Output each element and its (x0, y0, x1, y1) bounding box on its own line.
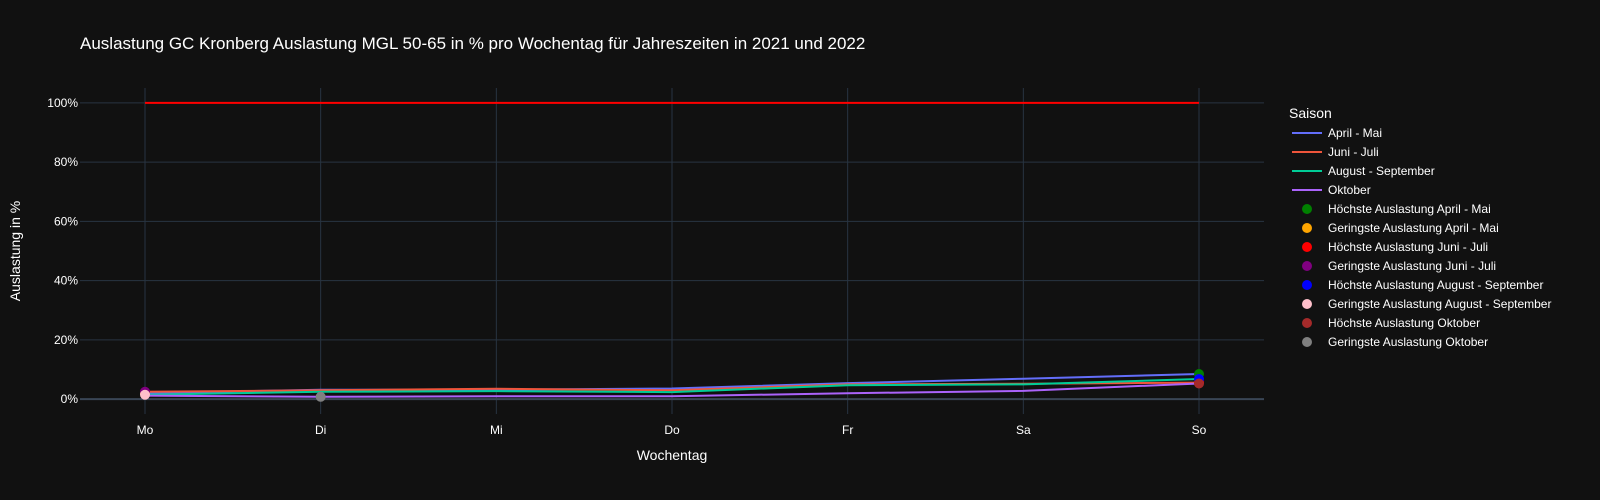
y-tick-label: 60% (54, 214, 78, 228)
legend-item[interactable]: Höchste Auslastung August - September (1302, 278, 1543, 292)
legend-label: Juni - Juli (1328, 145, 1379, 159)
legend-item[interactable]: Juni - Juli (1292, 145, 1379, 159)
legend-item[interactable]: Geringste Auslastung Oktober (1302, 335, 1488, 349)
legend-item[interactable]: Geringste Auslastung Juni - Juli (1302, 259, 1496, 273)
x-tick-label: Mi (490, 423, 503, 437)
x-tick-label: Sa (1016, 423, 1031, 437)
legend-swatch-dot (1302, 318, 1312, 328)
series-line (144, 378, 1200, 396)
y-axis-title: Auslastung in % (7, 201, 23, 301)
legend-label: Geringste Auslastung August - September (1328, 297, 1551, 311)
y-tick-label: 0% (61, 392, 79, 406)
legend-swatch-dot (1302, 223, 1312, 233)
x-tick-label: So (1192, 423, 1207, 437)
legend-label: Geringste Auslastung Juni - Juli (1328, 259, 1496, 273)
legend-item[interactable]: August - September (1292, 164, 1435, 178)
legend-item[interactable]: Geringste Auslastung August - September (1302, 297, 1551, 311)
legend-swatch-dot (1302, 337, 1312, 347)
legend-swatch-dot (1302, 242, 1312, 252)
marker-point (315, 391, 326, 402)
legend-label: April - Mai (1328, 126, 1382, 140)
legend-label: Höchste Auslastung August - September (1328, 278, 1543, 292)
legend-label: Höchste Auslastung Oktober (1328, 316, 1480, 330)
x-tick-label: Do (664, 423, 680, 437)
tick-labels: Mo Di Mi Do Fr Sa So 0% 20% 40% 60% 80% 100% (47, 96, 1206, 437)
legend-label: Geringste Auslastung Oktober (1328, 335, 1488, 349)
legend-swatch-dot (1302, 204, 1312, 214)
x-tick-label: Fr (842, 423, 853, 437)
y-tick-label: 100% (47, 96, 78, 110)
y-tick-label: 80% (54, 155, 78, 169)
legend-label: Oktober (1328, 183, 1371, 197)
legend-label: August - September (1328, 164, 1435, 178)
marker-layer (140, 368, 1204, 402)
y-tick-label: 40% (54, 274, 78, 288)
legend-swatch-dot (1302, 280, 1312, 290)
legend-item[interactable]: Höchste Auslastung Oktober (1302, 316, 1480, 330)
chart-title: Auslastung GC Kronberg Auslastung MGL 50… (80, 34, 865, 53)
x-axis-title: Wochentag (637, 447, 708, 463)
legend-swatch-dot (1302, 261, 1312, 271)
legend-swatch-dot (1302, 299, 1312, 309)
x-tick-label: Mo (137, 423, 154, 437)
marker-point (140, 389, 150, 400)
legend-title: Saison (1289, 105, 1332, 121)
y-tick-label: 20% (54, 333, 78, 347)
x-tick-label: Di (315, 423, 326, 437)
legend-item[interactable]: Höchste Auslastung Juni - Juli (1302, 240, 1488, 254)
legend-label: Höchste Auslastung Juni - Juli (1328, 240, 1488, 254)
legend-item[interactable]: April - Mai (1292, 126, 1382, 140)
legend[interactable]: April - Mai Juni - Juli August - September… (1292, 126, 1551, 349)
legend-item[interactable]: Oktober (1292, 183, 1371, 197)
legend-label: Geringste Auslastung April - Mai (1328, 221, 1499, 235)
legend-item[interactable]: Höchste Auslastung April - Mai (1302, 202, 1491, 216)
legend-label: Höchste Auslastung April - Mai (1328, 202, 1491, 216)
legend-item[interactable]: Geringste Auslastung April - Mai (1302, 221, 1499, 235)
marker-point (1194, 378, 1204, 389)
